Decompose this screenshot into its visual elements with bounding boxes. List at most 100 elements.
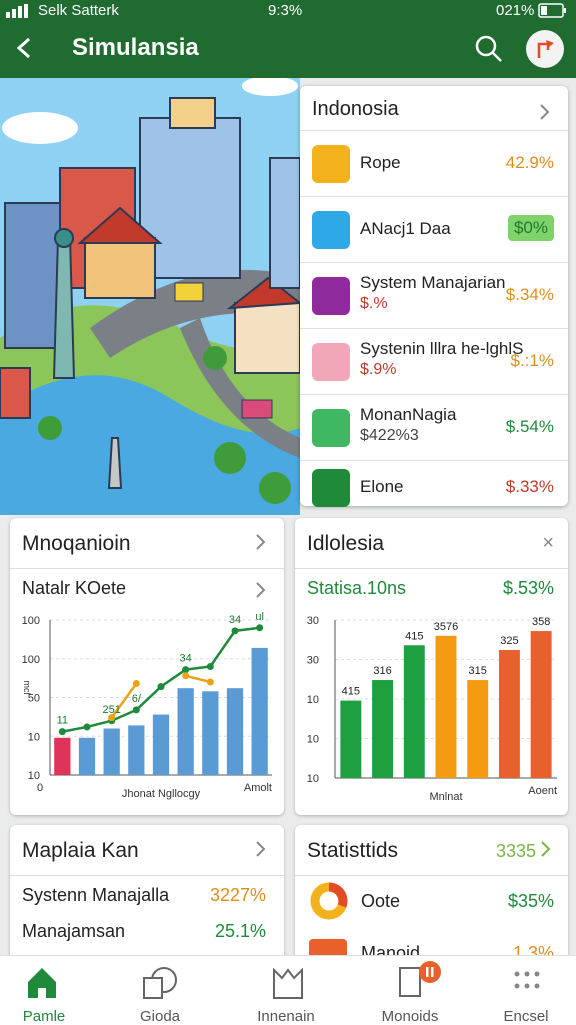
bar xyxy=(530,631,552,778)
nav-label[interactable]: Innenain xyxy=(257,1008,315,1025)
list-item[interactable]: ANacj1 Daa $0% xyxy=(300,196,568,263)
home-icon[interactable] xyxy=(24,964,60,1000)
line-point xyxy=(206,678,214,686)
item-sub: $.9% xyxy=(360,361,397,378)
list-item[interactable]: System Manajarian $.% $.34% xyxy=(300,262,568,329)
region-panel: Indonosia Rope 42.9% ANacj1 Daa $0% Syst… xyxy=(300,86,568,507)
bar-label: 415 xyxy=(342,686,360,698)
annotation: 6/ xyxy=(132,693,142,705)
nav-icon[interactable] xyxy=(396,960,448,1000)
chart: 10 10 50 100 100 11 251 6/34 34 ul Jhonat Ngllocgy… xyxy=(22,611,272,800)
row-label: Manajamsan xyxy=(22,921,126,941)
bar-label: 415 xyxy=(405,630,423,642)
y-tick-label: 100 xyxy=(22,654,40,666)
x-axis-end-label: Aoent xyxy=(528,785,557,797)
search-button[interactable] xyxy=(474,34,504,64)
list-item[interactable]: Systenin lllra he-lghlS $.9% $.:1% xyxy=(300,328,568,395)
list-card: Statisttids 3335 Oote $35% Manoid 1.3% xyxy=(295,825,568,965)
line-point xyxy=(132,706,140,714)
item-value: $.54% xyxy=(505,417,554,436)
card-title: Maplaia Kan xyxy=(22,839,139,862)
row-label: Oote xyxy=(361,891,401,911)
bar xyxy=(498,650,520,778)
x-axis-end-label: Amolt xyxy=(244,782,272,794)
x-axis-label: Jhonat Ngllocgy xyxy=(122,788,201,800)
chart-card: Idlolesia × Statisa.10ns $.53% 10 10 10 30 3… xyxy=(295,518,568,815)
back-button[interactable] xyxy=(14,36,36,60)
nav-icon[interactable] xyxy=(140,964,180,1000)
line-point xyxy=(58,728,66,736)
item-icon xyxy=(312,469,350,507)
panel-chevron[interactable] xyxy=(538,102,552,122)
bar xyxy=(152,714,170,775)
card-link[interactable]: 3335 xyxy=(495,841,536,861)
card-chevron[interactable] xyxy=(539,839,553,859)
battery-level: 021% xyxy=(496,2,535,19)
carrier: Selk Satterk xyxy=(38,2,119,19)
card-chevron[interactable] xyxy=(254,580,268,600)
item-label: MonanNagia xyxy=(360,405,457,424)
line-point xyxy=(231,627,239,635)
chart-card: Mnoqanioin Natalr KOete 10 10 50 100 100 11 25… xyxy=(10,518,284,815)
list-item[interactable]: Rope 42.9% xyxy=(300,130,568,197)
annotation: 34 xyxy=(229,614,241,626)
bar-label: 315 xyxy=(469,665,487,677)
y-tick-label: 10 xyxy=(28,731,40,743)
annotation: 34 xyxy=(180,653,192,665)
line-point xyxy=(256,624,264,632)
y-tick-label: 100 xyxy=(22,615,40,627)
bar xyxy=(435,635,457,778)
bar xyxy=(467,680,489,778)
row-value: $35% xyxy=(507,891,554,911)
bar xyxy=(202,691,219,775)
bar-label: 325 xyxy=(500,635,518,647)
divider xyxy=(10,875,284,876)
item-icon xyxy=(312,409,350,447)
card-chevron[interactable] xyxy=(254,839,268,859)
x-axis-label: Mnlnat xyxy=(429,791,462,803)
nav-label[interactable]: Pamle xyxy=(22,1008,66,1025)
item-icon xyxy=(312,277,350,315)
bar xyxy=(372,680,394,778)
notification-button[interactable] xyxy=(524,28,566,70)
bottom-nav: Pamle Gioda Innenain Monoids Encsel xyxy=(0,955,576,1025)
card-title: Idlolesia xyxy=(307,532,385,555)
battery-icon xyxy=(538,3,566,18)
y-tick-label: 10 xyxy=(307,694,319,706)
bar xyxy=(251,647,268,775)
row-value: 25.1% xyxy=(214,921,266,941)
more-icon[interactable] xyxy=(512,968,542,998)
item-value: $.34% xyxy=(505,285,554,304)
bar-label: 316 xyxy=(373,665,391,677)
bar xyxy=(54,737,71,775)
card-chevron[interactable] xyxy=(254,532,268,552)
list-item[interactable]: MonanNagia $422%3 $.54% xyxy=(300,394,568,461)
y-tick-label: 10 xyxy=(307,773,319,785)
list-item[interactable]: Elone $.33% xyxy=(300,460,568,507)
row-value: 3227% xyxy=(209,885,266,905)
chart: 10 10 10 30 30 415 316 415 3576 315 325 358 Mnlnat Ao… xyxy=(307,615,557,803)
nav-label[interactable]: Gioda xyxy=(139,1008,181,1025)
bar xyxy=(128,725,145,775)
line-point xyxy=(182,672,190,680)
annotation: 251 xyxy=(102,704,120,716)
nav-label[interactable]: Encsel xyxy=(503,1008,549,1025)
card-summary: $.53% xyxy=(502,578,554,598)
origin-label: 0 xyxy=(37,782,43,794)
close-button[interactable]: × xyxy=(542,532,554,554)
card-subtitle: Natalr KOete xyxy=(22,578,127,598)
line-point xyxy=(182,666,190,674)
signal-icon xyxy=(6,4,28,18)
item-sub: $.% xyxy=(360,295,388,312)
item-label: Rope xyxy=(360,153,401,172)
annotation: 11 xyxy=(57,715,68,727)
bar-label: 3576 xyxy=(434,621,458,633)
annotation: ul xyxy=(255,611,264,623)
line-point xyxy=(157,683,165,691)
item-label: Systenin lllra he-lghlS xyxy=(360,339,524,358)
top-bar: Selk Satterk 9:3% 021% Simulansia xyxy=(0,0,576,78)
line-point xyxy=(83,723,91,731)
donut-icon xyxy=(310,882,348,920)
nav-label[interactable]: Monoids xyxy=(381,1008,439,1025)
nav-icon[interactable] xyxy=(270,964,306,1000)
